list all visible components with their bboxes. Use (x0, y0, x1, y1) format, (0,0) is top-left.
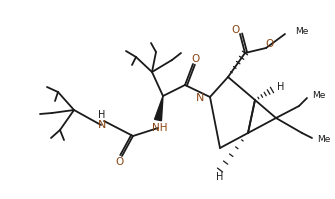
Text: Me: Me (295, 27, 309, 36)
Text: NH: NH (152, 123, 168, 133)
Text: O: O (116, 157, 124, 167)
Text: H: H (216, 172, 224, 182)
Text: O: O (232, 25, 240, 35)
Text: O: O (191, 54, 199, 64)
Polygon shape (154, 96, 163, 121)
Text: O: O (266, 39, 274, 49)
Text: H: H (98, 110, 106, 120)
Text: H: H (277, 82, 284, 92)
Text: N: N (196, 93, 204, 103)
Text: Me: Me (312, 91, 325, 100)
Text: Me: Me (317, 136, 330, 144)
Text: N: N (98, 120, 106, 130)
